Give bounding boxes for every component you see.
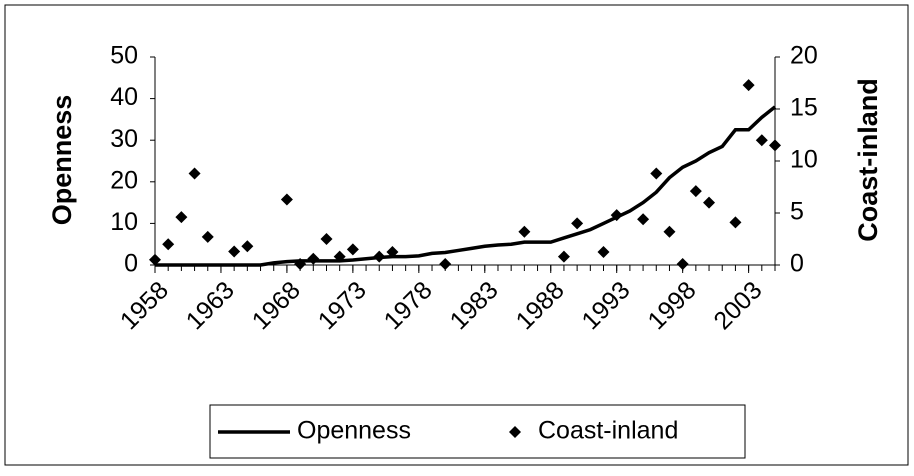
data-point bbox=[650, 167, 663, 180]
data-point bbox=[637, 213, 650, 226]
data-point bbox=[241, 240, 254, 253]
legend-label: Openness bbox=[297, 417, 411, 445]
data-point bbox=[742, 79, 755, 92]
data-point bbox=[571, 217, 584, 230]
legend-swatch bbox=[509, 426, 521, 438]
data-point bbox=[663, 225, 676, 238]
data-point bbox=[294, 257, 307, 270]
y2-tick-label: 0 bbox=[790, 250, 804, 278]
data-point bbox=[373, 250, 386, 263]
data-point bbox=[703, 196, 716, 209]
y-tick-label: 40 bbox=[110, 83, 138, 111]
chart-border bbox=[4, 4, 909, 466]
y2-tick-label: 10 bbox=[790, 146, 818, 174]
data-point bbox=[755, 134, 768, 147]
y-tick-label: 20 bbox=[110, 166, 138, 194]
y-tick-label: 30 bbox=[110, 125, 138, 153]
y2-tick-label: 15 bbox=[790, 94, 818, 122]
y-tick-label: 0 bbox=[124, 250, 138, 278]
data-point bbox=[149, 253, 161, 266]
data-point bbox=[280, 193, 293, 206]
y-tick-label: 50 bbox=[110, 42, 138, 70]
data-point bbox=[518, 225, 531, 238]
y-tick-label: 10 bbox=[110, 208, 138, 236]
data-point bbox=[769, 139, 781, 152]
y2-tick-label: 5 bbox=[790, 198, 804, 226]
data-point bbox=[201, 230, 214, 243]
data-point bbox=[333, 250, 346, 263]
y2-tick-label: 20 bbox=[790, 42, 818, 70]
data-point bbox=[439, 257, 452, 270]
legend-label: Coast-inland bbox=[538, 417, 678, 445]
data-point bbox=[386, 246, 399, 258]
data-point bbox=[307, 252, 320, 265]
legend-box bbox=[209, 404, 746, 459]
y-axis-title: Openness bbox=[47, 95, 77, 226]
data-point bbox=[729, 216, 742, 229]
y2-axis-title: Coast-inland bbox=[853, 78, 883, 242]
data-point bbox=[676, 257, 689, 270]
data-point bbox=[346, 243, 359, 256]
data-point bbox=[162, 238, 175, 251]
data-point bbox=[320, 233, 333, 245]
series-line bbox=[155, 105, 777, 267]
data-point bbox=[175, 211, 188, 224]
data-point bbox=[610, 209, 623, 222]
data-point bbox=[228, 245, 241, 258]
data-point bbox=[188, 167, 201, 180]
data-point bbox=[597, 246, 610, 258]
data-point bbox=[689, 185, 702, 198]
data-point bbox=[557, 250, 570, 263]
